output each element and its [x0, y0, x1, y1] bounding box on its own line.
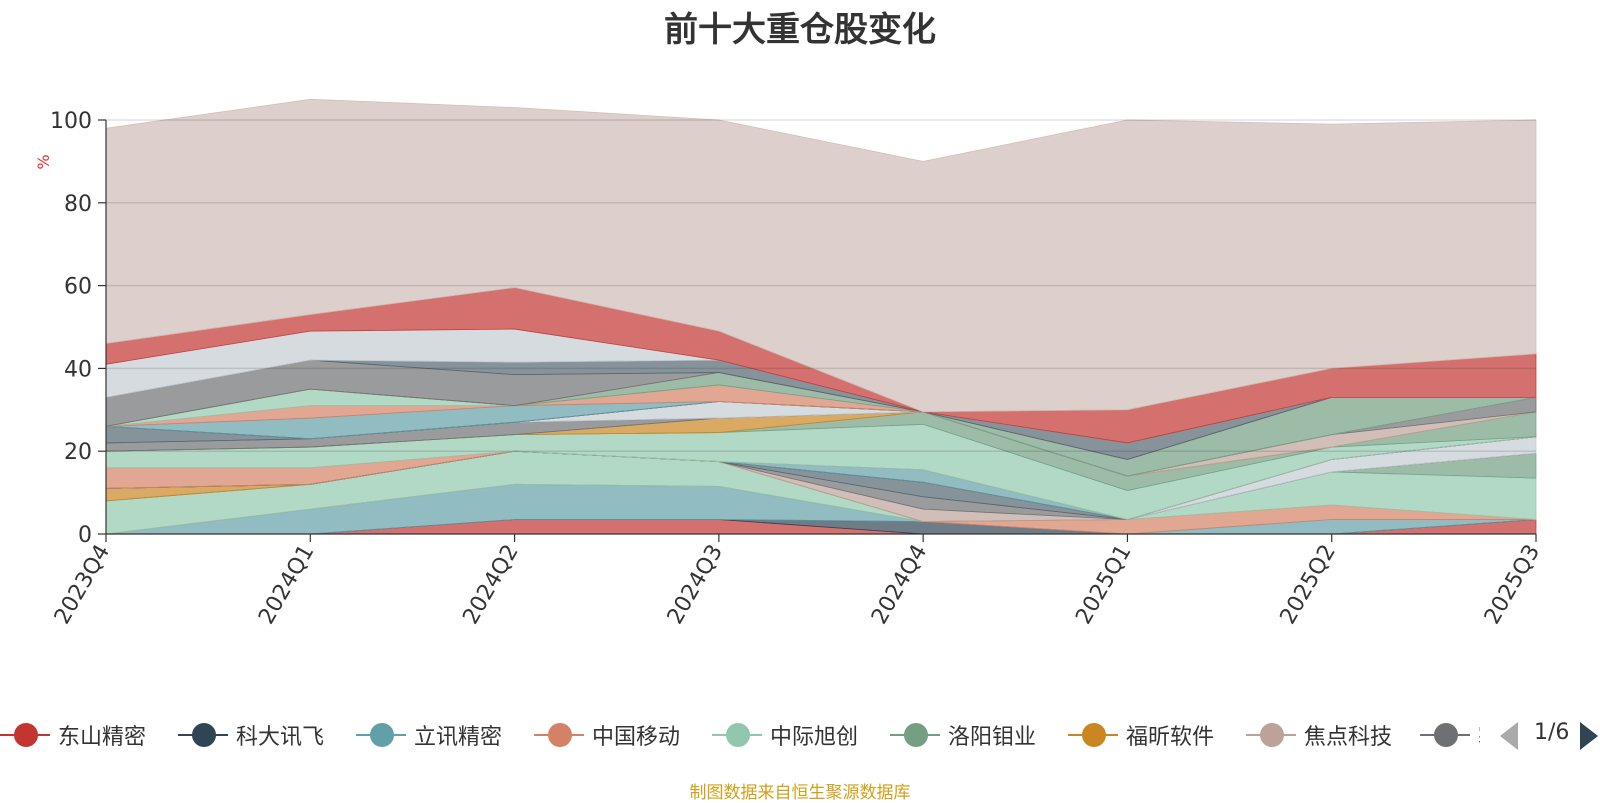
legend-next-page-icon[interactable] [1580, 722, 1598, 750]
legend-circle-icon [14, 723, 38, 747]
legend-pager: 1/6 [1500, 718, 1600, 752]
x-tick-label: 2025Q2 [1276, 541, 1341, 629]
legend-label: 洛阳钼业 [948, 725, 1037, 750]
legend-label: 科大讯飞 [236, 725, 325, 750]
legend-label: 寒武纪 [1478, 719, 1480, 751]
legend-circle-icon [1434, 723, 1458, 747]
y-tick-label: 100 [50, 109, 92, 134]
x-tick-label: 2024Q4 [867, 541, 932, 629]
y-tick-label: 20 [64, 440, 92, 465]
source-note: 制图数据来自恒生聚源数据库 [689, 783, 911, 803]
legend-label: 中国移动 [592, 725, 681, 750]
legend-item[interactable]: 中国移动 [534, 718, 680, 752]
legend-line-icon [1420, 723, 1470, 747]
legend-label: 中际旭创 [770, 725, 859, 750]
x-tick-label: 2025Q3 [1480, 541, 1545, 629]
legend-item[interactable]: 洛阳钼业 [890, 718, 1036, 752]
stacked-area-chart: 0 20 40 60 80 100% 2023Q4 2024Q1 2024Q2 2024Q3 202… [34, 98, 1545, 629]
legend-label: 立讯精密 [414, 725, 503, 750]
legend-line-icon [890, 723, 940, 747]
legend-label: 东山精密 [58, 725, 147, 750]
legend-line-icon [712, 723, 762, 747]
x-tick-label: 2023Q4 [50, 541, 115, 629]
y-axis-label: % [34, 154, 53, 169]
y-tick-label: 40 [64, 357, 92, 382]
legend-line-icon [1246, 723, 1296, 747]
legend: 东山精密 科大讯飞 立讯精密 中国移动 中际旭创 洛阳钼业 福昕软件 焦点科技 寒武纪 [0, 718, 1480, 752]
x-tick-label: 2024Q1 [254, 541, 319, 629]
legend-prev-page-icon[interactable] [1500, 722, 1518, 750]
legend-item[interactable]: 寒武纪 [1420, 718, 1480, 752]
chart-title: 前十大重仓股变化 [664, 10, 936, 50]
legend-circle-icon [548, 723, 572, 747]
legend-item[interactable]: 科大讯飞 [178, 718, 324, 752]
x-tick-label: 2024Q3 [663, 541, 728, 629]
legend-label: 焦点科技 [1304, 725, 1393, 750]
area-series-35 [105, 98, 1537, 413]
y-tick-label: 0 [78, 523, 92, 548]
legend-circle-icon [1082, 723, 1106, 747]
legend-line-icon [356, 723, 406, 747]
legend-circle-icon [726, 723, 750, 747]
y-tick-label: 60 [64, 275, 92, 300]
x-tick-label: 2025Q1 [1071, 541, 1136, 629]
legend-circle-icon [904, 723, 928, 747]
legend-item[interactable]: 福昕软件 [1068, 718, 1214, 752]
legend-item[interactable]: 东山精密 [0, 718, 146, 752]
legend-item[interactable]: 立讯精密 [356, 718, 502, 752]
legend-line-icon [0, 723, 50, 747]
legend-line-icon [178, 723, 228, 747]
legend-line-icon [1068, 723, 1118, 747]
y-tick-label: 80 [64, 192, 92, 217]
legend-item[interactable]: 中际旭创 [712, 718, 858, 752]
legend-circle-icon [370, 723, 394, 747]
x-tick-label: 2024Q2 [458, 541, 523, 629]
legend-line-icon [534, 723, 584, 747]
legend-circle-icon [192, 723, 216, 747]
legend-circle-icon [1260, 723, 1284, 747]
legend-label: 福昕软件 [1126, 725, 1215, 750]
legend-item[interactable]: 焦点科技 [1246, 718, 1392, 752]
legend-page-indicator: 1/6 [1534, 720, 1570, 745]
